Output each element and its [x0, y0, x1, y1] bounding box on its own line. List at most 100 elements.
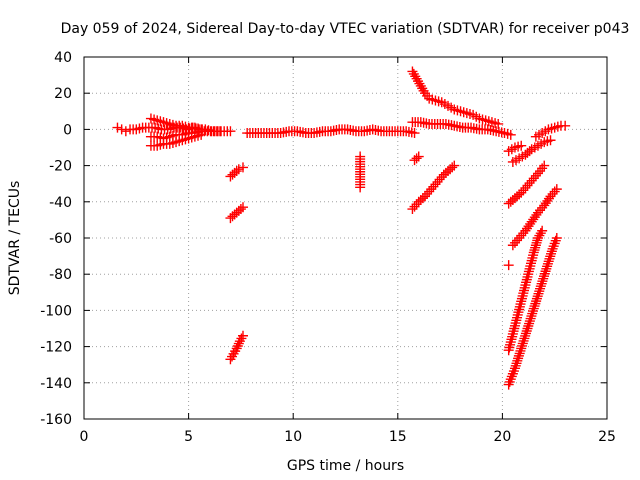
series-group	[225, 330, 248, 365]
data-point	[513, 353, 524, 364]
data-point	[531, 293, 542, 304]
data-point	[528, 173, 539, 184]
series-group	[407, 117, 516, 140]
y-tick-label: -120	[40, 340, 72, 356]
data-point	[432, 176, 443, 187]
data-point	[527, 308, 538, 319]
data-point	[543, 256, 554, 267]
data-point	[407, 204, 418, 215]
data-point	[549, 186, 560, 197]
data-point	[120, 126, 131, 137]
data-point	[430, 179, 441, 190]
data-point	[503, 260, 514, 271]
data-point	[411, 199, 422, 210]
x-axis-title: GPS time / hours	[287, 458, 404, 474]
data-point	[522, 180, 533, 191]
data-point	[428, 181, 439, 192]
series-group	[242, 124, 420, 139]
data-point	[534, 230, 545, 241]
data-point	[529, 301, 540, 312]
data-point	[538, 273, 549, 284]
data-point	[422, 188, 433, 199]
data-point	[516, 343, 527, 354]
data-point	[542, 258, 553, 269]
data-point	[547, 188, 558, 199]
data-point	[225, 126, 236, 137]
data-point	[534, 286, 545, 297]
y-tick-label: -80	[49, 267, 72, 283]
data-point	[411, 153, 422, 164]
data-point	[417, 193, 428, 204]
data-point	[447, 162, 458, 173]
data-point	[533, 288, 544, 299]
data-point	[526, 311, 537, 322]
data-point	[551, 184, 562, 195]
data-point	[541, 263, 552, 274]
x-tick-label: 25	[598, 429, 616, 445]
data-point	[536, 278, 547, 289]
data-point	[530, 170, 541, 181]
data-point	[505, 129, 516, 140]
series-group	[503, 260, 514, 271]
x-tick-label: 0	[80, 429, 89, 445]
data-point	[514, 348, 525, 359]
y-tick-label: -160	[40, 412, 72, 428]
data-point	[513, 350, 524, 361]
data-point	[516, 140, 527, 151]
data-point	[527, 306, 538, 317]
x-tick-label: 5	[184, 429, 193, 445]
data-point	[524, 146, 535, 157]
data-point	[560, 120, 571, 131]
data-point	[519, 333, 530, 344]
data-point	[522, 323, 533, 334]
data-point	[355, 182, 366, 193]
data-points	[112, 66, 571, 390]
data-point	[515, 345, 526, 356]
data-point	[537, 276, 548, 287]
series-group	[503, 225, 548, 356]
data-point	[524, 316, 535, 327]
series-group	[355, 151, 366, 193]
data-point	[112, 122, 123, 133]
series-group	[145, 129, 207, 151]
data-point	[409, 128, 420, 139]
y-axis-title: SDTVAR / TECUs	[7, 181, 23, 296]
data-point	[214, 126, 225, 137]
data-point	[546, 246, 557, 257]
data-point	[231, 166, 242, 177]
data-point	[518, 335, 529, 346]
data-point	[538, 271, 549, 282]
data-point	[232, 340, 243, 351]
data-point	[512, 235, 523, 246]
y-tick-label: -100	[40, 303, 72, 319]
x-tick-label: 20	[493, 429, 511, 445]
data-point	[514, 189, 525, 200]
data-point	[409, 201, 420, 212]
data-point	[545, 191, 556, 202]
data-point	[542, 261, 553, 272]
data-point	[419, 191, 430, 202]
data-point	[233, 164, 244, 175]
data-point	[537, 225, 548, 236]
data-point	[424, 186, 435, 197]
data-point	[535, 281, 546, 292]
data-point	[525, 313, 536, 324]
y-tick-label: 0	[63, 122, 72, 138]
data-point	[426, 184, 437, 195]
series-group	[503, 140, 527, 157]
data-point	[531, 296, 542, 307]
y-tick-label: 40	[54, 50, 72, 66]
data-point	[237, 330, 248, 341]
data-point	[509, 363, 520, 374]
data-point	[545, 135, 556, 146]
x-tick-label: 15	[389, 429, 407, 445]
data-point	[233, 338, 244, 349]
series-group	[507, 135, 556, 167]
series-group	[503, 160, 550, 209]
series-group	[507, 184, 562, 251]
y-tick-label: -140	[40, 376, 72, 392]
data-point	[512, 355, 523, 366]
axis-ticks: 0 5 10 15 20 25 40 20 0 -20 -40 -60 -80 -100 -120 -140 -…	[40, 50, 616, 445]
series-group	[503, 233, 562, 390]
